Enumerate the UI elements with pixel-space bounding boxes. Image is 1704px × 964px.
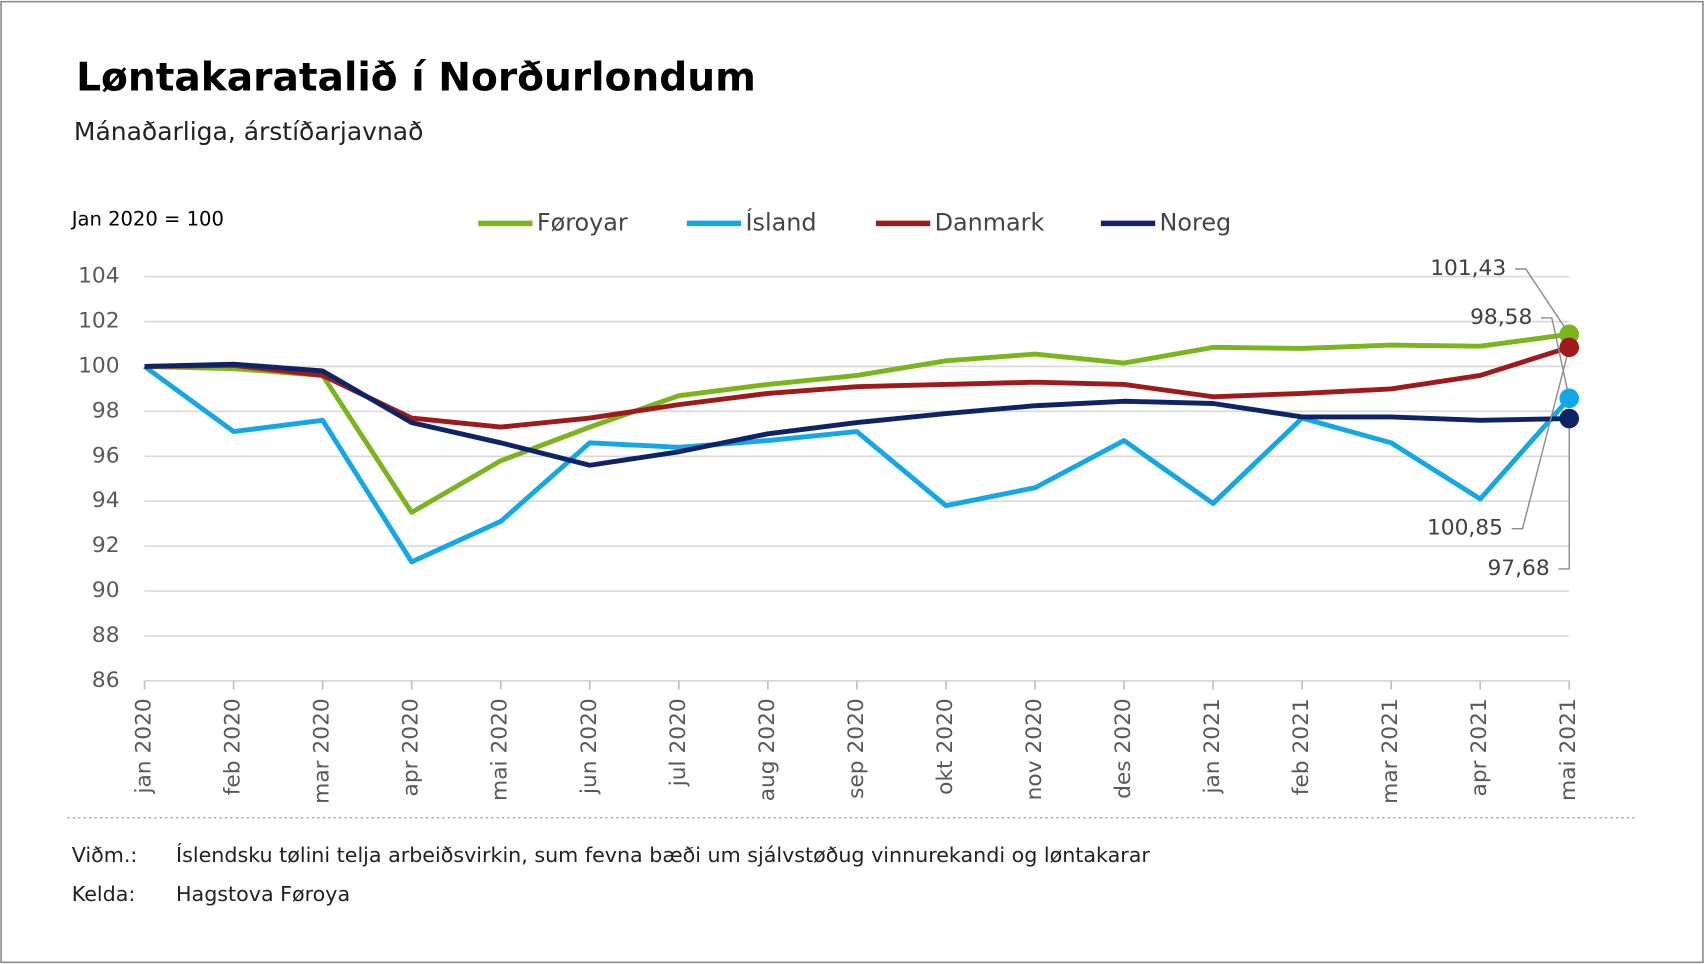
x-tick-label: jan 2020 [132,698,157,794]
y-axis-label: Jan 2020 = 100 [70,208,224,231]
x-tick-label: mai 2021 [1556,698,1581,801]
y-tick-label: 100 [78,353,119,378]
legend-label: Føroyar [537,208,628,236]
y-tick-label: 96 [92,443,120,468]
y-tick-label: 104 [78,264,119,289]
chart-subtitle: Mánaðarliga, árstíðarjavnað [74,117,424,146]
series-line [144,331,1570,515]
end-label: 98,58 [1470,305,1532,330]
x-tick-label: apr 2020 [399,698,424,796]
x-tick-label: mar 2021 [1378,698,1403,804]
leader-line [1514,268,1570,335]
end-label: 97,68 [1487,556,1549,581]
x-tick-label: jun 2020 [577,698,602,795]
end-marker [1559,337,1580,358]
y-tick-label: 92 [92,533,120,558]
x-tick-label: okt 2020 [933,698,958,795]
y-tick-label: 90 [92,578,120,603]
x-tick-label: jul 2020 [666,698,691,787]
end-label: 101,43 [1430,256,1506,281]
leader-line [1558,418,1570,570]
x-tick-label: nov 2020 [1022,698,1047,800]
legend-label: Noreg [1160,208,1232,236]
x-tick-label: jan 2021 [1200,698,1225,794]
x-tick-label: aug 2020 [755,698,780,801]
note-label: Viðm.: [72,843,138,867]
note-text: Hagstova Føroya [176,882,350,906]
x-tick-label: mai 2020 [488,698,513,801]
end-marker [1559,388,1580,409]
legend-label: Danmark [935,208,1045,236]
leader-line [1511,347,1570,530]
y-tick-label: 102 [78,309,119,334]
note-text: Íslendsku tølini telja arbeiðsvirkin, su… [176,842,1150,867]
y-tick-label: 98 [92,398,120,423]
y-tick-label: 86 [92,668,120,693]
legend-label: Ísland [746,207,817,236]
series-line [144,361,1570,468]
end-label: 100,85 [1427,516,1503,541]
x-tick-label: des 2020 [1111,698,1136,799]
x-tick-label: feb 2020 [221,698,246,795]
x-tick-label: mar 2020 [310,698,335,804]
x-tick-label: feb 2021 [1289,698,1314,795]
note-label: Kelda: [72,882,136,906]
y-tick-label: 88 [92,623,120,648]
series-line [143,364,1572,565]
end-marker [1559,408,1580,429]
chart-title: Løntakaratalið í Norðurlondum [76,55,756,100]
x-tick-label: apr 2021 [1467,698,1492,796]
y-tick-label: 94 [92,488,120,513]
x-tick-label: sep 2020 [844,698,869,799]
